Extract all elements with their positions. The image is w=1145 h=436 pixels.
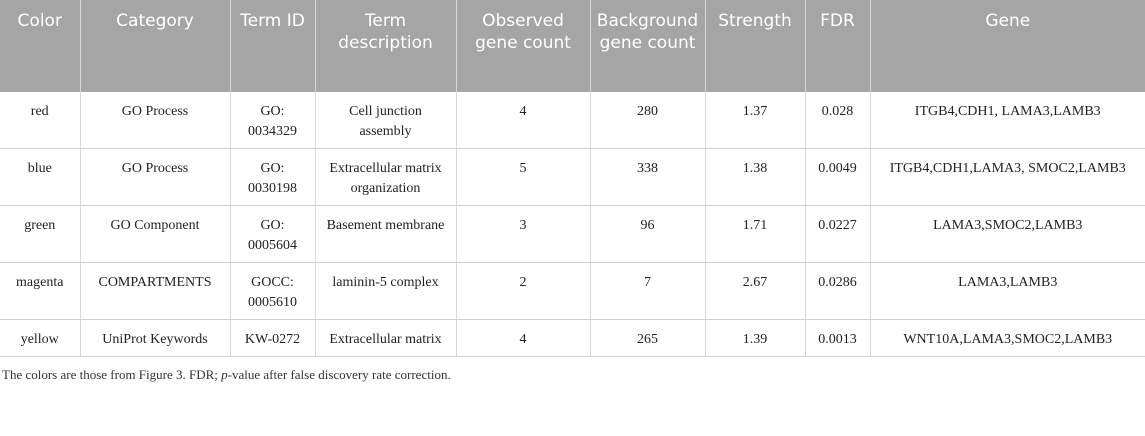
table-cell: GO: 0030198 bbox=[229, 148, 315, 206]
header-row: Color Category Term ID Term description Obse… bbox=[0, 0, 1145, 92]
table-cell: 0.0227 bbox=[804, 205, 870, 263]
table-cell: 7 bbox=[589, 262, 705, 320]
table-cell: KW-0272 bbox=[229, 319, 315, 357]
table-cell: yellow bbox=[0, 319, 80, 357]
table-cell: 5 bbox=[455, 148, 590, 206]
table-cell: 0.0049 bbox=[804, 148, 870, 206]
header-cell: Color bbox=[0, 0, 80, 92]
table-cell: 1.39 bbox=[704, 319, 805, 357]
table-cell: magenta bbox=[0, 262, 80, 320]
table-cell: laminin-5 complex bbox=[314, 262, 456, 320]
header-cell: Observed gene count bbox=[455, 0, 590, 92]
table-body: red GO Process GO: 0034329 Cell junction as… bbox=[0, 92, 1145, 357]
table-cell: 1.71 bbox=[704, 205, 805, 263]
header-cell: FDR bbox=[804, 0, 870, 92]
table-cell: GO Process bbox=[79, 148, 230, 206]
table-cell: 2 bbox=[455, 262, 590, 320]
header-cell: Term ID bbox=[229, 0, 315, 92]
table-row: red GO Process GO: 0034329 Cell junction as… bbox=[0, 92, 1145, 149]
table-cell: 3 bbox=[455, 205, 590, 263]
table-cell: 0.0286 bbox=[804, 262, 870, 320]
table-cell: 4 bbox=[455, 92, 590, 149]
header-cell: Gene bbox=[869, 0, 1145, 92]
table-cell: 2.67 bbox=[704, 262, 805, 320]
table-row: yellow UniProt Keywords KW-0272 Extracellul… bbox=[0, 319, 1145, 357]
table-cell: COMPARTMENTS bbox=[79, 262, 230, 320]
table-cell: 0.0013 bbox=[804, 319, 870, 357]
table-cell: LAMA3,SMOC2,LAMB3 bbox=[869, 205, 1145, 263]
footnote-text: -value after false discovery rate correc… bbox=[227, 367, 451, 382]
table-row: green GO Component GO: 0005604 Basement mem… bbox=[0, 205, 1145, 263]
table-cell: ITGB4,CDH1,LAMA3, SMOC2,LAMB3 bbox=[869, 148, 1145, 206]
table-cell: 1.37 bbox=[704, 92, 805, 149]
footnote: The colors are those from Figure 3. FDR;… bbox=[2, 367, 1145, 383]
table-cell: ITGB4,CDH1, LAMA3,LAMB3 bbox=[869, 92, 1145, 149]
table-cell: GO Process bbox=[79, 92, 230, 149]
table-cell: 338 bbox=[589, 148, 705, 206]
table-cell: green bbox=[0, 205, 80, 263]
table-cell: UniProt Keywords bbox=[79, 319, 230, 357]
table-cell: LAMA3,LAMB3 bbox=[869, 262, 1145, 320]
table-cell: 96 bbox=[589, 205, 705, 263]
table-cell: 0.028 bbox=[804, 92, 870, 149]
table-cell: 1.38 bbox=[704, 148, 805, 206]
table-cell: 265 bbox=[589, 319, 705, 357]
table-cell: 280 bbox=[589, 92, 705, 149]
table-cell: Cell junction assembly bbox=[314, 92, 456, 149]
table-row: magenta COMPARTMENTS GOCC: 0005610 laminin-… bbox=[0, 262, 1145, 320]
table-row: blue GO Process GO: 0030198 Extracellular m… bbox=[0, 148, 1145, 206]
header-cell: Category bbox=[79, 0, 230, 92]
table-cell: Basement membrane bbox=[314, 205, 456, 263]
enrichment-table: Color Category Term ID Term description Obse… bbox=[0, 0, 1145, 357]
footnote-text: The colors are those from Figure 3. FDR; bbox=[2, 367, 222, 382]
table-cell: Extracellular matrix organization bbox=[314, 148, 456, 206]
table-cell: GOCC: 0005610 bbox=[229, 262, 315, 320]
table-cell: WNT10A,LAMA3,SMOC2,LAMB3 bbox=[869, 319, 1145, 357]
footnote-italic: p bbox=[221, 367, 228, 382]
header-cell: Strength bbox=[704, 0, 805, 92]
table-cell: GO: 0034329 bbox=[229, 92, 315, 149]
table-cell: GO Component bbox=[79, 205, 230, 263]
header-cell: Term description bbox=[314, 0, 456, 92]
header-cell: Background gene count bbox=[589, 0, 705, 92]
table-cell: GO: 0005604 bbox=[229, 205, 315, 263]
table-cell: Extracellular matrix bbox=[314, 319, 456, 357]
table-cell: 4 bbox=[455, 319, 590, 357]
table-cell: blue bbox=[0, 148, 80, 206]
table-cell: red bbox=[0, 92, 80, 149]
